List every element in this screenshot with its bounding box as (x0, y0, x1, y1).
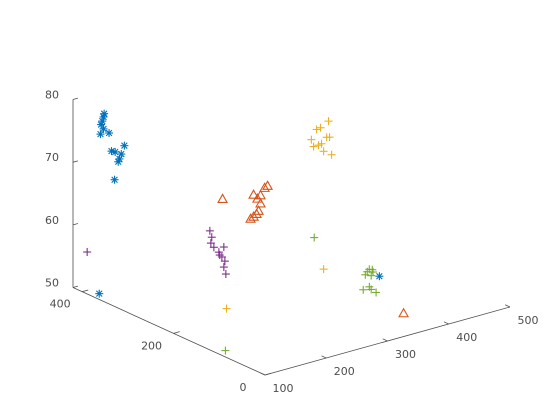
z-tick (72, 223, 79, 226)
data-point (319, 265, 328, 274)
marker-stroke (97, 130, 104, 138)
data-point (372, 288, 381, 297)
x-axis (264, 306, 511, 376)
marker-stroke (95, 290, 103, 297)
data-point (219, 263, 228, 272)
data-point (367, 285, 376, 294)
data-point (220, 257, 229, 266)
data-point (207, 233, 216, 242)
marker-stroke (108, 147, 115, 155)
data-point (319, 147, 328, 156)
data-point (361, 270, 370, 279)
marker-stroke (99, 117, 106, 125)
y-tick (264, 372, 272, 376)
z-tick (72, 160, 79, 163)
data-point (217, 193, 229, 203)
x-tick-label: 300 (395, 348, 416, 361)
data-point (312, 125, 321, 134)
marker-stroke (100, 125, 107, 133)
marker-shape (245, 213, 257, 223)
data-point (324, 117, 333, 126)
data-point (245, 213, 257, 223)
data-point (327, 150, 336, 159)
marker-stroke (111, 148, 119, 156)
data-point (248, 189, 260, 199)
x-tick (505, 304, 511, 308)
z-tick-label: 60 (45, 214, 59, 227)
data-point (259, 182, 271, 192)
data-point (222, 304, 231, 313)
marker-shape (255, 197, 266, 208)
y-axis (72, 287, 266, 376)
x-tick (382, 338, 388, 342)
y-tick (82, 289, 89, 293)
z-tick-label: 50 (45, 277, 59, 290)
marker-shape (248, 189, 260, 199)
x-tick-label: 200 (334, 365, 355, 378)
x-tick (260, 372, 266, 376)
data-point (369, 268, 378, 277)
data-point (120, 141, 129, 150)
x-tick (321, 355, 327, 359)
marker-stroke (121, 142, 128, 149)
data-point (375, 272, 384, 281)
data-point (310, 233, 319, 242)
marker-shape (217, 193, 229, 203)
data-point (205, 226, 214, 235)
y-tick-label: 400 (50, 298, 71, 311)
z-tick (72, 285, 79, 288)
data-point (359, 285, 368, 294)
data-point (316, 123, 325, 132)
x-tick-label: 100 (273, 382, 294, 395)
data-point (95, 289, 104, 298)
data-point (398, 307, 410, 318)
data-point (96, 130, 105, 139)
x-tick-label: 400 (456, 331, 477, 344)
marker-shape (259, 182, 271, 192)
data-point (105, 129, 114, 138)
x-tick (443, 321, 449, 325)
z-tick-label: 80 (45, 89, 59, 102)
data-point (114, 157, 123, 166)
marker-stroke (100, 113, 107, 121)
data-point (99, 124, 108, 133)
z-tick (72, 97, 79, 100)
x-tick-label: 500 (518, 314, 539, 327)
data-point (309, 142, 318, 151)
marker-stroke (376, 272, 383, 280)
data-point (255, 197, 266, 208)
data-point (317, 139, 326, 148)
data-point (221, 270, 230, 279)
marker-stroke (111, 176, 118, 183)
y-tick-label: 0 (240, 381, 247, 394)
marker-stroke (105, 129, 113, 137)
data-point (307, 135, 316, 144)
marker-shape (398, 307, 410, 318)
y-tick-label: 200 (141, 339, 162, 352)
y-tick (173, 331, 180, 334)
data-point (367, 271, 376, 280)
data-point (215, 251, 224, 260)
data-point (111, 147, 120, 156)
data-point (209, 243, 218, 252)
data-point (110, 175, 119, 184)
marker-stroke (97, 121, 105, 128)
data-point (219, 243, 228, 252)
data-point (325, 133, 334, 142)
data-point (221, 346, 230, 355)
data-point (83, 247, 92, 256)
z-tick-label: 70 (45, 151, 59, 164)
data-point (206, 239, 215, 248)
marker-stroke (114, 158, 122, 166)
